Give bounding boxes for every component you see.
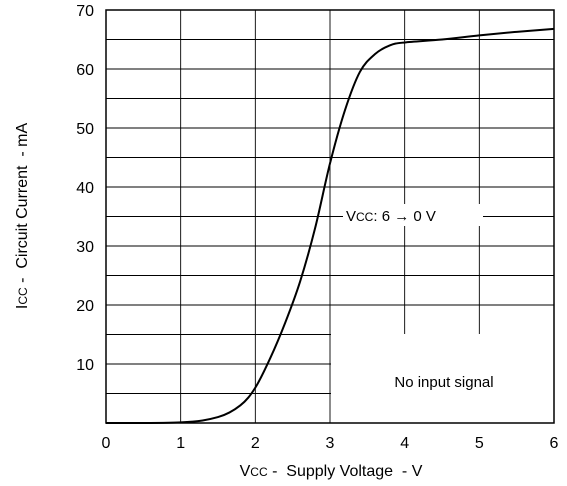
x-tick-label: 5	[475, 435, 484, 452]
y-tick-label: 10	[76, 357, 94, 374]
x-axis-subscript: CC	[250, 465, 268, 479]
y-axis-symbol: I	[14, 305, 31, 309]
x-tick-label: 1	[176, 435, 185, 452]
y-tick-label: 60	[76, 62, 94, 79]
grid-lines	[106, 10, 554, 423]
x-tick-labels: 0 1 2 3 4 5 6	[102, 435, 559, 452]
sweep-text: : 6 → 0 V	[373, 208, 436, 225]
y-tick-label: 40	[76, 180, 94, 197]
x-axis-symbol: V	[240, 463, 251, 480]
current-curve	[105, 27, 555, 425]
sweep-annotation: VCC: 6 → 0 V	[346, 208, 436, 225]
x-tick-label: 6	[550, 435, 559, 452]
y-tick-labels: 10 20 30 40 50 60 70	[76, 3, 94, 374]
condition-annotation: No input signal	[394, 374, 493, 391]
plot-frame	[105, 9, 555, 424]
condition-box	[331, 334, 554, 423]
y-tick-label: 70	[76, 3, 94, 20]
sweep-label-box	[343, 204, 483, 226]
x-axis-label: VCC - Supply Voltage - V	[240, 463, 423, 480]
x-tick-label: 0	[102, 435, 111, 452]
y-tick-label: 30	[76, 239, 94, 256]
x-tick-label: 4	[400, 435, 409, 452]
y-axis-label: ICC - Circuit Current - mA	[14, 123, 31, 310]
x-tick-label: 3	[326, 435, 335, 452]
y-tick-label: 50	[76, 121, 94, 138]
sweep-subscript: CC	[356, 210, 374, 224]
y-axis-text: - Circuit Current - mA	[14, 123, 31, 288]
x-axis-text: - Supply Voltage - V	[268, 463, 423, 480]
sweep-symbol: V	[346, 208, 356, 225]
x-tick-label: 2	[251, 435, 260, 452]
y-axis-subscript: CC	[16, 287, 30, 305]
y-tick-label: 20	[76, 298, 94, 315]
